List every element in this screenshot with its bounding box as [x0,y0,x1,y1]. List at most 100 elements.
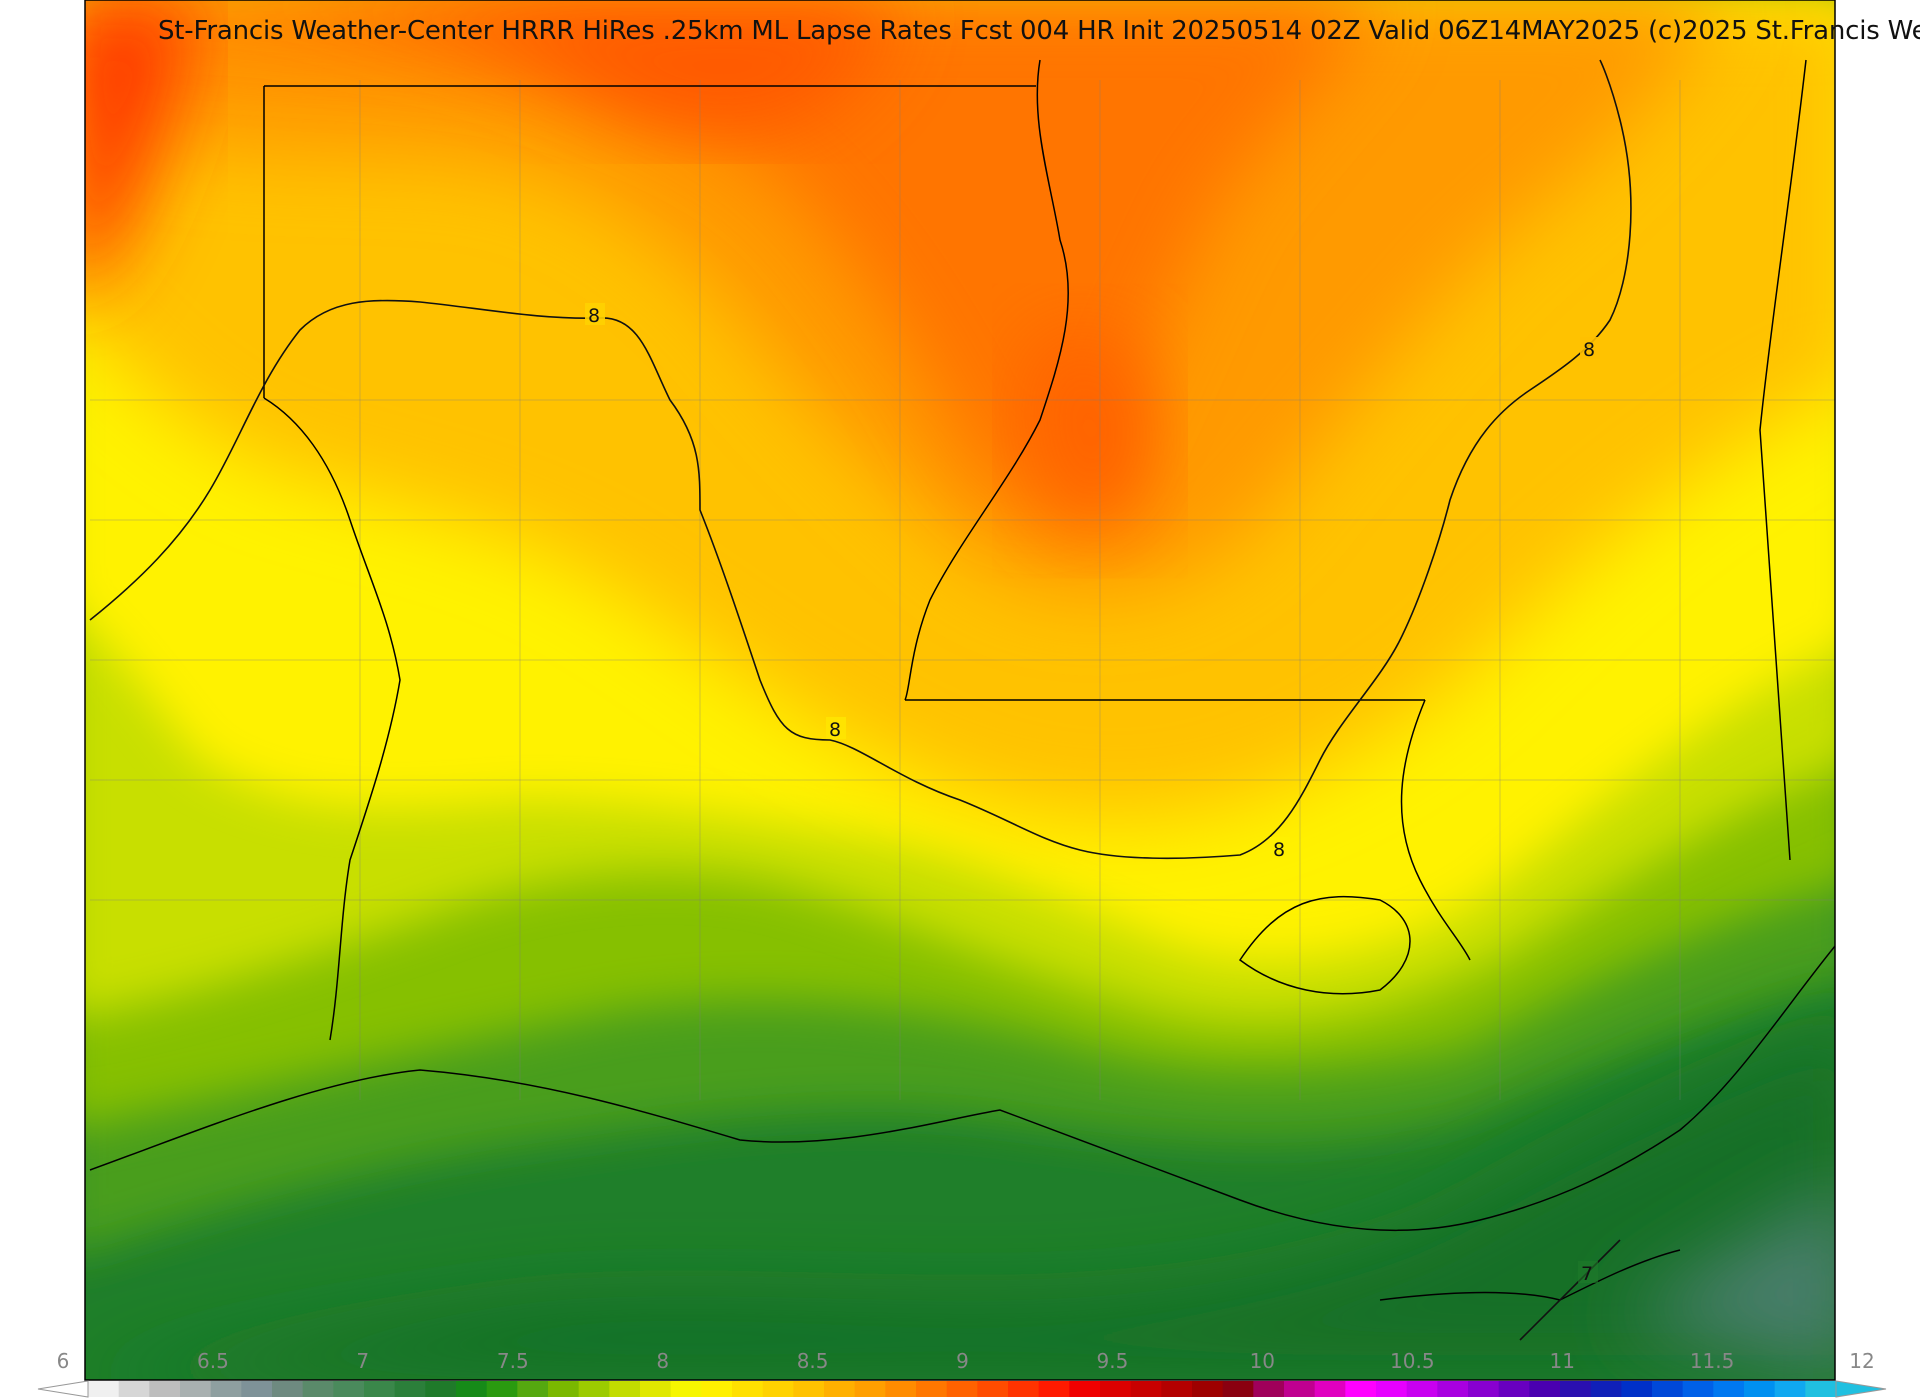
contour-label: 7 [1581,1263,1593,1285]
colorbar-segment [1621,1381,1653,1397]
colorbar-segment [517,1381,549,1397]
colorbar-segments [88,1381,1837,1397]
colorbar-segment [1345,1381,1377,1397]
colorbar-segment [1192,1381,1224,1397]
contour-label-bg [1270,837,1290,859]
colorbar-segment [333,1381,365,1397]
contour-8 [89,59,1632,860]
colorbar-segment [1652,1381,1684,1397]
colorbar-segment [364,1381,396,1397]
colorbar-segment [394,1381,426,1397]
colorbar-tick-label: 8.5 [797,1349,829,1373]
colorbar-segment [793,1381,825,1397]
colorbar-tick-label: 9 [956,1349,969,1373]
field-band-se-teal [1620,1192,1835,1374]
colorbar-tick-label: 7 [356,1349,369,1373]
contour-label: 8 [588,305,600,327]
colorbar-segment [1161,1381,1193,1397]
colorbar-segment [118,1381,150,1397]
field-band-central-red [1020,325,1160,537]
colorbar-tick-label: 10 [1250,1349,1275,1373]
colorbar-segment [885,1381,917,1397]
contour-label-group: 8 8 8 8 7 [585,303,1600,1285]
colorbar-segment [1038,1381,1070,1397]
contour-label: 8 [1273,839,1285,861]
colorbar-tick-label: 9.5 [1096,1349,1128,1373]
colorbar-segment [180,1381,212,1397]
colorbar-segment [1253,1381,1285,1397]
colorbar-segment [1008,1381,1040,1397]
contour-label-bg [826,717,846,739]
colorbar-segment [548,1381,580,1397]
colorbar-segment [1222,1381,1254,1397]
colorbar-segment [670,1381,702,1397]
colorbar-tick-label: 6 [57,1349,70,1373]
field-band-redorange [85,0,900,137]
colorbar-segment [946,1381,978,1397]
colorbar-tick-label: 8 [656,1349,669,1373]
contour-label: 8 [829,719,841,741]
state-border-ms-al [1759,59,1807,861]
colorbar-tick-label: 10.5 [1390,1349,1435,1373]
colorbar-tick-label: 11.5 [1690,1349,1735,1373]
colorbar-segment [1376,1381,1408,1397]
colorbar-segment [578,1381,610,1397]
contour-label-bg [585,303,605,325]
lapse-rate-field [85,0,1835,1380]
state-border-red-river [263,397,401,1041]
colorbar-segment [486,1381,518,1397]
colorbar-segment [762,1381,794,1397]
colorbar-segment [1130,1381,1162,1397]
contour-label: 8 [1583,339,1595,361]
colorbar-segment [1774,1381,1806,1397]
colorbar-segment [1682,1381,1714,1397]
lake-pontchartrain [1238,895,1411,995]
colorbar-tick-label: 12 [1849,1349,1874,1373]
colorbar-segment [1406,1381,1438,1397]
colorbar-segment [1529,1381,1561,1397]
colorbar-segment [1468,1381,1500,1397]
map-frame [84,0,1836,1381]
colorbar-segment [701,1381,733,1397]
colorbar-segment [1069,1381,1101,1397]
field-band-nw-red [85,0,200,286]
colorbar-segment [1498,1381,1530,1397]
colorbar-tick-label: 7.5 [497,1349,529,1373]
colorbar-tick-labels: 6 6.5 7 7.5 8 8.5 9 9.5 10 10.5 11 11.5 12 [57,1349,1875,1373]
map-title: St-Francis Weather-Center HRRR HiRes .25… [158,16,1920,46]
colorbar-under-arrow [37,1380,89,1398]
colorbar-segment [1314,1381,1346,1397]
colorbar-segment [916,1381,948,1397]
colorbar-segment [1560,1381,1592,1397]
state-border-ms-east [1400,699,1471,961]
colorbar-tick-label: 6.5 [197,1349,229,1373]
colorbar-segment [824,1381,856,1397]
county-lines [90,80,1835,1100]
colorbar-tick-label: 11 [1549,1349,1574,1373]
field-band-se-deepgreen [85,1029,1835,1380]
colorbar-segment [88,1381,120,1397]
colorbar-segment [1100,1381,1132,1397]
colorbar-segment [456,1381,488,1397]
colorbar-segment [425,1381,457,1397]
contour-label-bg [1578,1261,1598,1283]
colorbar-segment [241,1381,273,1397]
colorbar-segment [1590,1381,1622,1397]
colorbar-segment [272,1381,304,1397]
colorbar-segment [302,1381,334,1397]
colorbar-segment [977,1381,1009,1397]
colorbar-segment [1744,1381,1776,1397]
colorbar-segment [1284,1381,1316,1397]
colorbar-segment [149,1381,181,1397]
state-border-mississippi [904,59,1070,701]
colorbar-segment [854,1381,886,1397]
colorbar-over-arrow [1835,1380,1887,1398]
colorbar-segment [210,1381,242,1397]
colorbar-segment [640,1381,672,1397]
colorbar-segment [1713,1381,1745,1397]
colorbar-segment [732,1381,764,1397]
colorbar-segment [1805,1381,1837,1397]
colorbar-segment [609,1381,641,1397]
